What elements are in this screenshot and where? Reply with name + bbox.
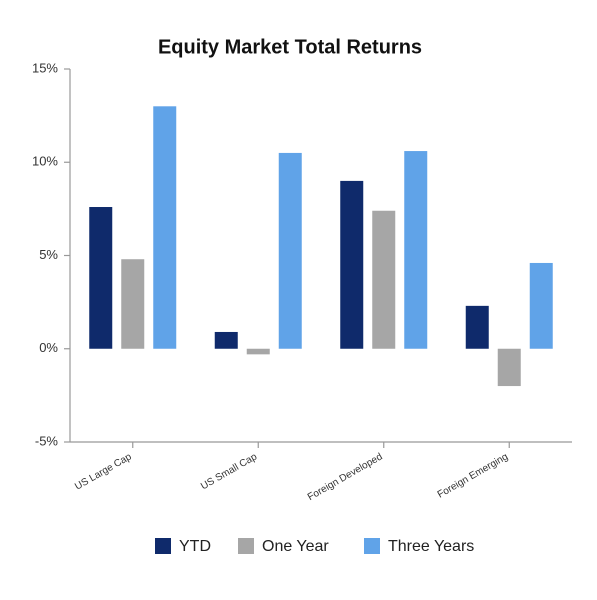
y-tick-label: -5%: [35, 433, 59, 448]
bar: [340, 180, 364, 349]
y-tick-label: 10%: [32, 154, 58, 169]
bar: [465, 305, 489, 349]
bar: [89, 207, 113, 349]
bar: [278, 152, 302, 349]
y-tick-label: 0%: [39, 340, 58, 355]
y-tick-label: 15%: [32, 60, 58, 75]
bar: [153, 106, 177, 349]
legend-swatch: [155, 538, 171, 554]
x-tick-label: Foreign Developed: [306, 451, 385, 503]
y-tick-label: 5%: [39, 247, 58, 262]
chart-title: Equity Market Total Returns: [158, 36, 422, 58]
bar: [214, 331, 238, 349]
bar: [404, 151, 428, 349]
bar: [121, 259, 145, 349]
legend-label: YTD: [179, 538, 211, 555]
x-tick-label: US Small Cap: [199, 451, 259, 492]
bar: [372, 210, 396, 349]
x-tick-label: Foreign Emerging: [436, 451, 510, 500]
bar: [529, 262, 553, 349]
bar: [246, 348, 270, 355]
legend-label: Three Years: [388, 538, 474, 555]
x-tick-label: US Large Cap: [73, 451, 134, 492]
legend-swatch: [364, 538, 380, 554]
legend-swatch: [238, 538, 254, 554]
legend-label: One Year: [262, 538, 329, 555]
bar: [497, 348, 521, 387]
